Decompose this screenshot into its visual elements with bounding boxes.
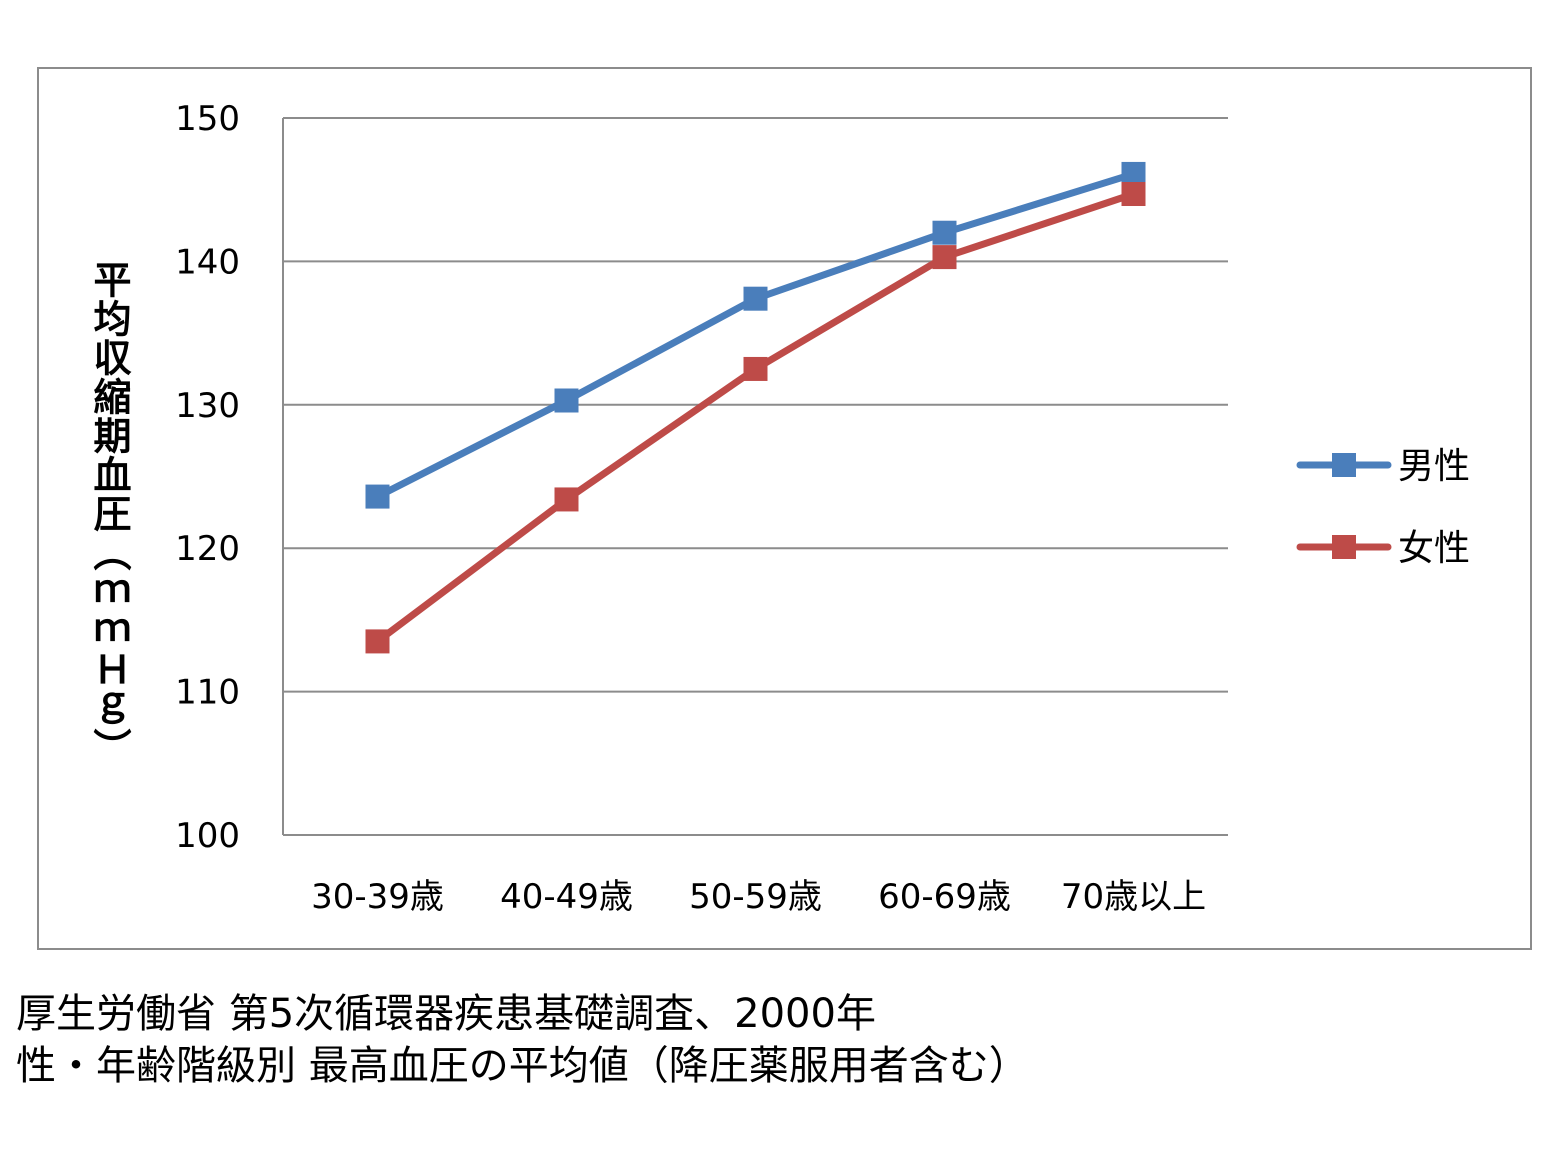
data-point [743,286,768,311]
data-point [554,388,579,413]
data-point [932,245,957,270]
y-tick-label: 120 [175,529,240,569]
series-line [374,170,1137,501]
chart-frame [37,67,1532,950]
caption: 厚生労働省 第5次循環器疾患基礎調査、2000年 性・年齢階級別 最高血圧の平均… [16,988,1029,1092]
series-layer [365,161,1146,654]
legend-label: 男性 [1398,446,1470,487]
x-axis-ticks: 30-39歳 40-49歳 50-59歳 60-69歳 70歳以上 [311,877,1206,917]
data-point [1121,182,1146,207]
legend-label: 女性 [1398,528,1470,569]
y-axis-ticks: 100 110 120 130 140 150 [175,99,240,856]
series-2 [365,182,1146,654]
x-tick-label: 40-49歳 [500,877,633,917]
x-tick-label: 60-69歳 [878,877,1011,917]
data-point [932,220,957,245]
data-point [743,356,768,381]
caption-line-1: 厚生労働省 第5次循環器疾患基礎調査、2000年 [16,991,876,1037]
caption-line-2: 性・年齢階級別 最高血圧の平均値（降圧薬服用者含む） [16,1043,1029,1089]
legend-entry-2: 女性 [1296,528,1470,569]
y-tick-label: 150 [175,99,240,139]
series-1 [365,161,1146,509]
data-point [365,484,390,509]
y-axis-title: 平均収縮期血圧（ｍｍＨｇ） [87,259,131,767]
legend-swatch-marker [1332,535,1356,559]
data-point [1121,161,1146,186]
legend-swatch-marker [1332,453,1356,477]
data-point [365,629,390,654]
x-tick-label: 50-59歳 [689,877,822,917]
data-point [554,487,579,512]
gridlines [282,117,1228,836]
x-tick-label: 70歳以上 [1061,877,1206,917]
x-tick-label: 30-39歳 [311,877,444,917]
y-tick-label: 130 [175,386,240,426]
y-tick-label: 110 [175,673,240,713]
legend-entry-1: 男性 [1296,446,1470,487]
y-tick-label: 100 [175,816,240,856]
y-tick-label: 140 [175,242,240,282]
